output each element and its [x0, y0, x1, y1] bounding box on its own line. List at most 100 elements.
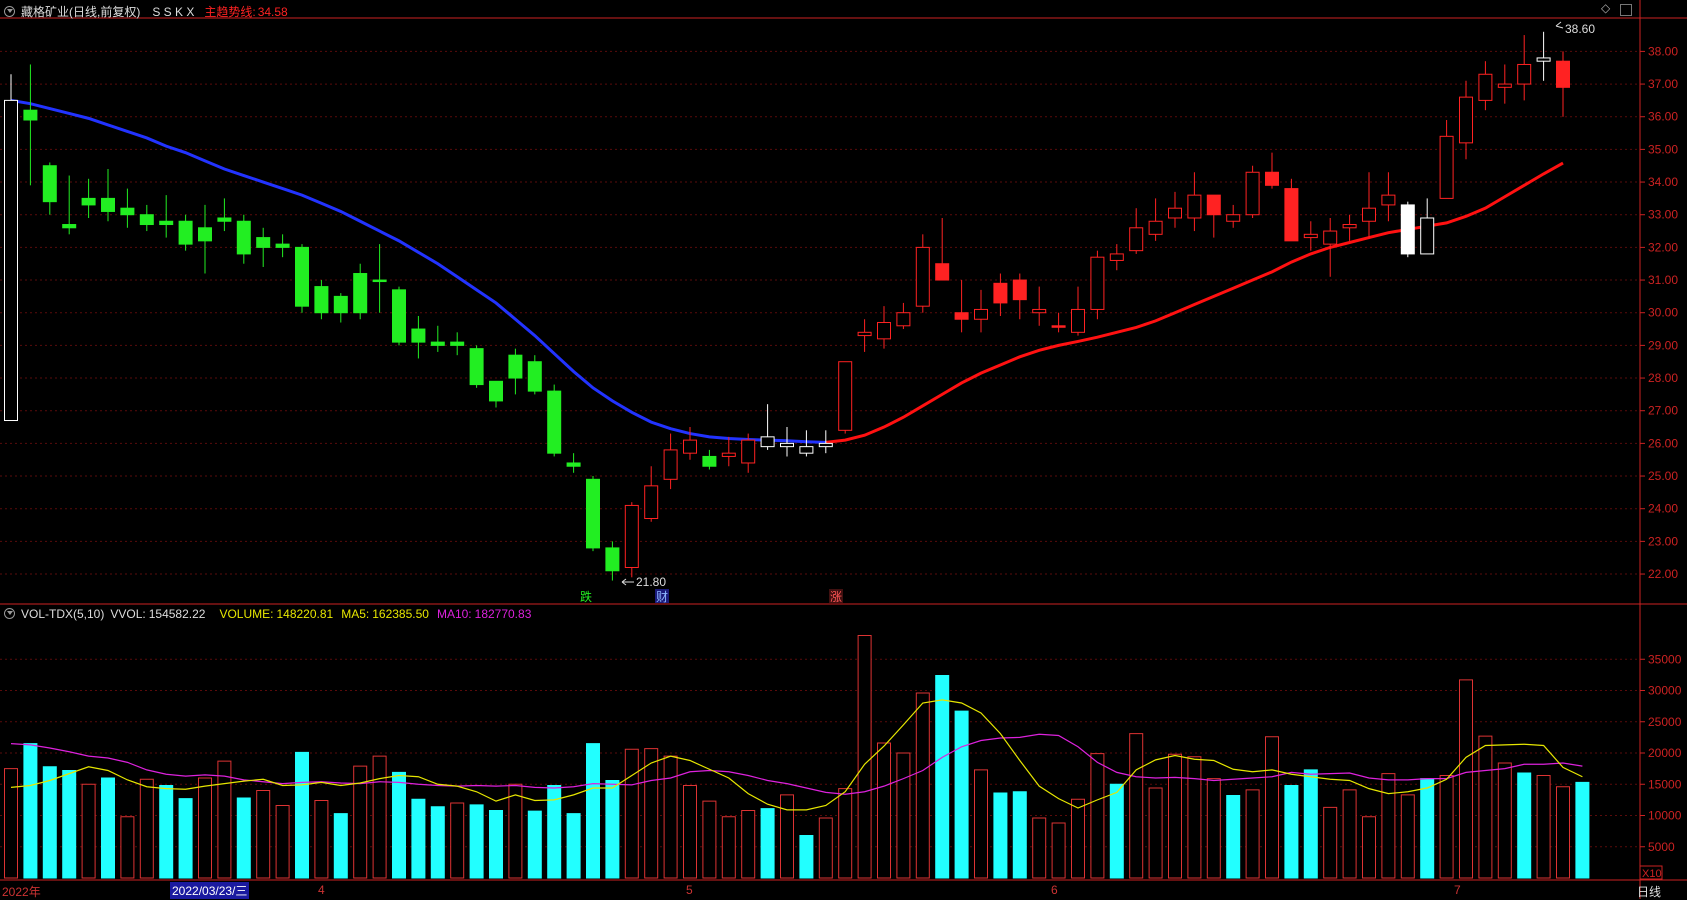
x10-box	[1639, 865, 1663, 880]
candle-body	[1090, 256, 1105, 310]
diamond-icon[interactable]: ◇	[1601, 1, 1611, 15]
volume-bar-41	[799, 835, 814, 879]
candle-body	[178, 220, 193, 245]
candle-8	[159, 195, 174, 238]
volume-bar-74	[1439, 775, 1454, 879]
price-tick-label-10: 28.00	[1648, 371, 1678, 385]
vvol-value: 154582.22	[148, 607, 206, 621]
candle-body	[547, 390, 562, 454]
candle-body	[1400, 204, 1415, 255]
volume-bar-53	[1032, 817, 1047, 879]
vol-tick-label-1: 30000	[1648, 684, 1682, 698]
candle-body	[1536, 57, 1551, 62]
volume-bar-14	[275, 805, 290, 879]
volume-bar-26	[508, 783, 523, 879]
candle-73	[1420, 198, 1435, 255]
marker-zhang-bg	[829, 589, 843, 603]
candle-46	[896, 302, 911, 330]
candle-body	[198, 227, 212, 242]
candle-67	[1303, 221, 1318, 251]
candle-42	[818, 430, 833, 454]
candle-body	[818, 442, 833, 448]
candle-24	[469, 345, 484, 388]
volume-bar-33	[644, 748, 659, 879]
volume-bar-17	[333, 813, 348, 879]
candle-body	[275, 243, 290, 248]
volume-bar-2	[42, 766, 57, 879]
candle-70	[1362, 172, 1376, 238]
marker-cai-bg	[655, 589, 669, 603]
date-month-7: 7	[1454, 883, 1461, 897]
dropdown-circle-icon-2[interactable]	[4, 608, 15, 619]
volume-bar-15	[295, 751, 309, 879]
candle-body	[1420, 217, 1435, 255]
volume-bar-66	[1284, 785, 1299, 879]
candle-body	[295, 246, 309, 307]
volume-bar-77	[1497, 762, 1512, 879]
vol-tick-label-5: 10000	[1648, 809, 1682, 823]
low-arrow-icon	[621, 578, 634, 586]
candle-body	[1478, 73, 1493, 101]
volume-bar-22	[430, 806, 445, 879]
volume-bar-52	[1012, 791, 1027, 879]
ma10-value: 182770.83	[474, 607, 532, 621]
candle-7	[139, 204, 154, 232]
volume-bar-79	[1536, 775, 1551, 879]
volume-bar-24	[469, 804, 484, 879]
candle-body	[1187, 194, 1202, 219]
volume-bar-75	[1459, 679, 1473, 879]
candle-body	[450, 341, 465, 346]
date-axis-bar: 2022年 2022/03/23/三 4 5 6 7	[0, 881, 1640, 899]
trend-line-blue	[10, 98, 826, 444]
candle-body	[353, 273, 368, 314]
price-tick-label-9: 29.00	[1648, 338, 1678, 352]
price-tick-label-16: 22.00	[1648, 567, 1678, 581]
volume-bar-18	[353, 765, 368, 879]
candle-body	[469, 348, 484, 386]
volume-bar-56	[1090, 753, 1105, 879]
candle-34	[663, 433, 678, 490]
candle-body	[236, 220, 251, 255]
high-arrow-icon	[1555, 21, 1564, 29]
candle-64	[1245, 165, 1260, 218]
volume-bar-81	[1575, 781, 1590, 879]
candle-76	[1478, 61, 1493, 111]
dropdown-circle-icon[interactable]	[4, 6, 15, 17]
candle-body	[62, 224, 77, 229]
candle-body	[4, 99, 18, 422]
volume-bar-30	[586, 743, 600, 879]
candle-body	[935, 263, 950, 281]
panel-toggle-icon[interactable]	[1620, 4, 1632, 16]
candle-38	[741, 433, 756, 473]
candle-71	[1381, 172, 1396, 222]
vol-indicator[interactable]: VOL-TDX(5,10)	[21, 607, 105, 621]
volume-bar-46	[896, 752, 911, 879]
volume-bar-69	[1342, 789, 1357, 879]
candle-body	[857, 331, 872, 337]
volume-bar-78	[1517, 772, 1532, 879]
stock-name[interactable]: 藏格矿业(日线,前复权)	[21, 5, 141, 19]
volume-bar-60	[1168, 753, 1182, 879]
volume-bar-20	[392, 771, 406, 879]
candle-13	[256, 227, 271, 267]
ma5-label: MA5:	[341, 607, 370, 621]
price-tick-label-14: 24.00	[1648, 502, 1678, 516]
period-label[interactable]: 日线	[1636, 885, 1661, 899]
date-selected[interactable]: 2022/03/23/三	[170, 882, 250, 899]
candle-body	[1362, 207, 1376, 222]
candle-18	[353, 263, 368, 320]
candle-27	[527, 355, 542, 395]
candle-44	[857, 319, 872, 352]
candle-74	[1439, 119, 1454, 199]
candle-17	[333, 293, 348, 323]
volume-bar-67	[1303, 769, 1318, 879]
volume-bar-40	[780, 794, 794, 879]
candle-body	[1517, 63, 1532, 85]
candle-body	[1245, 171, 1260, 216]
volume-bar-0	[4, 768, 18, 879]
candle-14	[275, 234, 290, 258]
candle-30	[586, 476, 600, 552]
candle-body	[605, 547, 620, 572]
